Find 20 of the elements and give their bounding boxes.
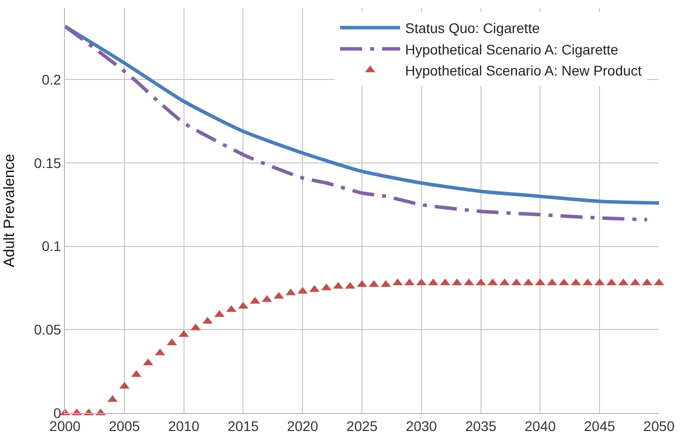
x-tick-label: 2010 [168, 418, 200, 434]
point [333, 282, 344, 289]
x-tick-label: 2035 [465, 418, 497, 434]
x-tick-label: 2020 [287, 418, 318, 434]
x-tick-label: 2040 [524, 418, 556, 434]
x-tick-label: 2005 [108, 418, 140, 434]
x-tick-label: 2030 [406, 418, 438, 434]
x-tick-label: 2050 [643, 418, 675, 434]
x-tick-label: 2025 [346, 418, 378, 434]
legend-label: Status Quo: Cigarette [405, 20, 540, 36]
x-tick-label: 2015 [228, 418, 259, 434]
y-tick-label: 0.05 [34, 322, 62, 338]
y-tick-label: 0.15 [34, 154, 62, 171]
x-tick-label: 2045 [584, 418, 616, 434]
point [238, 302, 248, 309]
y-tick-label: 0.1 [42, 238, 62, 254]
y-axis-title: Adult Prevalence [1, 154, 18, 268]
y-tick-label: 0.2 [42, 72, 62, 88]
legend-label: Hypothetical Scenario A: New Product [405, 62, 642, 79]
legend-label: Hypothetical Scenario A: Cigarette [405, 41, 619, 58]
